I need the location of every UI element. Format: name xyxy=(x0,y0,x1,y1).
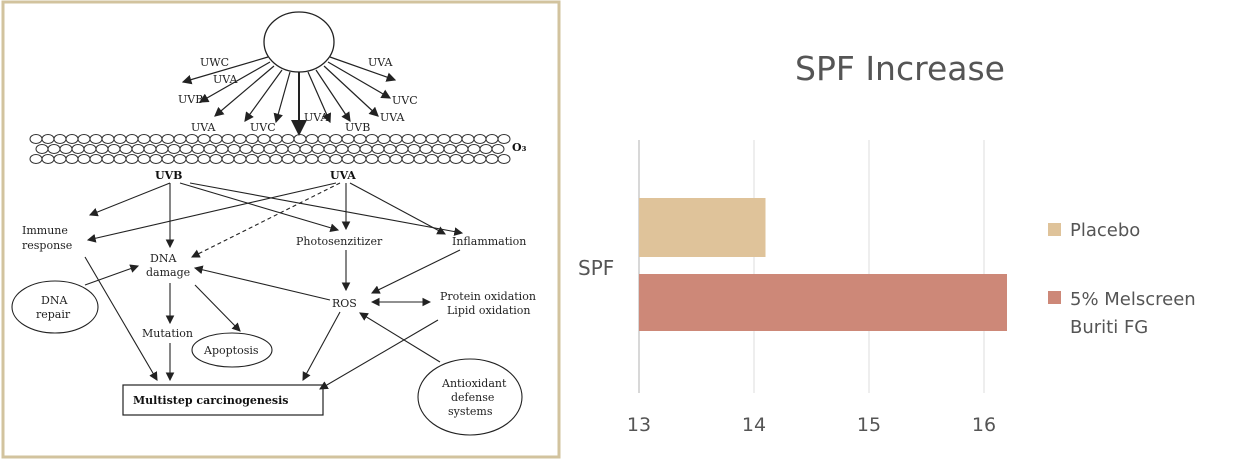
dna-damage-label: damage xyxy=(146,266,190,279)
ray-label: UVB xyxy=(178,93,203,106)
uvb-label: UVB xyxy=(155,169,182,182)
ray-label: UVC xyxy=(250,121,276,134)
antioxidant-label: Antioxidant xyxy=(441,377,507,390)
ozone-label: O₃ xyxy=(512,141,527,154)
x-tick-labels: 13 14 15 16 xyxy=(627,414,996,436)
flow-arrows xyxy=(84,182,464,390)
dna-damage-label: DNA xyxy=(150,252,177,265)
apoptosis-label: Apoptosis xyxy=(203,344,259,357)
legend-placebo: Placebo xyxy=(1070,220,1140,241)
legend-melscreen: Buriti FG xyxy=(1070,317,1148,338)
ray-label: UVA xyxy=(304,111,329,124)
inflammation-label: Inflammation xyxy=(452,235,526,248)
ray-label: UVA xyxy=(380,111,405,124)
diagram-frame xyxy=(1,0,561,459)
ray-label: UVB xyxy=(345,121,370,134)
dna-repair-node xyxy=(11,280,99,334)
ray-label: UVA xyxy=(213,73,238,86)
chart-title: SPF Increase xyxy=(795,49,1005,88)
legend: Placebo 5% Melscreen Buriti FG xyxy=(1048,220,1196,338)
bars xyxy=(639,198,1007,331)
ray-label: UVC xyxy=(392,94,418,107)
antioxidant-label: defense xyxy=(451,391,494,404)
ros-label: ROS xyxy=(332,297,357,310)
lipid-oxidation-label: Lipid oxidation xyxy=(447,304,531,317)
apoptosis-node xyxy=(191,332,273,368)
x-tick-label: 13 xyxy=(627,414,651,436)
protein-oxidation-label: Protein oxidation xyxy=(440,290,536,303)
carcinogenesis-box xyxy=(122,384,324,416)
category-label: SPF xyxy=(578,256,614,280)
x-tick-label: 15 xyxy=(857,414,881,436)
carcinogenesis-label: Multistep carcinogenesis xyxy=(133,394,289,407)
mutation-label: Mutation xyxy=(142,327,193,340)
gridlines xyxy=(638,140,985,393)
ozone-layer xyxy=(29,134,511,164)
x-tick-label: 14 xyxy=(742,414,766,436)
ray-label: UWC xyxy=(200,56,229,69)
spf-chart: SPF Increase 13 14 15 16 SPF Placebo 5% Mel… xyxy=(562,0,1254,462)
antioxidant-label: systems xyxy=(448,405,493,418)
ray-label: UVA xyxy=(191,121,216,134)
ray-label: UVA xyxy=(368,56,393,69)
uv-rays xyxy=(181,56,397,136)
bar-placebo xyxy=(639,198,766,257)
immune-response-label: Immune xyxy=(22,224,68,237)
uva-label: UVA xyxy=(330,169,356,182)
immune-response-label: response xyxy=(22,239,72,252)
photosensitizer-label: Photosenzitizer xyxy=(296,235,383,248)
uv-carcinogenesis-diagram: UWC UVA UVB UVA UVC UVA UVB UVA UVC UVA … xyxy=(0,0,562,462)
bar-melscreen xyxy=(639,274,1007,331)
legend-swatch-placebo xyxy=(1048,223,1061,236)
x-tick-label: 16 xyxy=(972,414,996,436)
legend-swatch-melscreen xyxy=(1048,291,1061,304)
legend-melscreen: 5% Melscreen xyxy=(1070,289,1196,310)
dna-repair-label: DNA xyxy=(41,294,68,307)
dna-repair-label: repair xyxy=(36,308,71,321)
antioxidant-node xyxy=(417,358,523,436)
